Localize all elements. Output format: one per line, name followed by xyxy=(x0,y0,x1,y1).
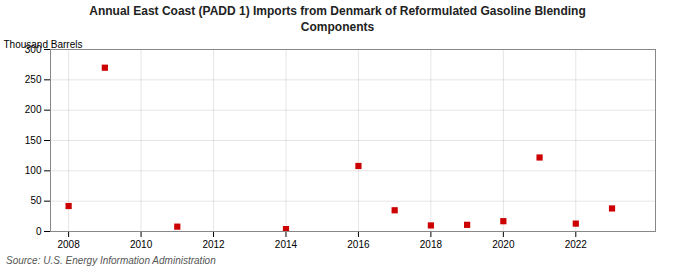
svg-text:2016: 2016 xyxy=(347,239,370,250)
svg-text:100: 100 xyxy=(25,165,42,176)
svg-text:2022: 2022 xyxy=(565,239,588,250)
svg-text:2012: 2012 xyxy=(202,239,225,250)
html-text:Source: U.S. Energy Informatio: Source: U.S. Energy Information Administ… xyxy=(6,255,216,267)
svg-text:150: 150 xyxy=(25,135,42,146)
svg-text:2014: 2014 xyxy=(275,239,298,250)
html-text:Annual East Coast (PADD 1) Imp: Annual East Coast (PADD 1) Imports from … xyxy=(89,4,586,34)
svg-text:250: 250 xyxy=(25,74,42,85)
svg-text:2010: 2010 xyxy=(130,239,153,250)
svg-text:Thousand Barrels: Thousand Barrels xyxy=(4,39,83,50)
svg-text:0: 0 xyxy=(36,226,42,237)
svg-text:2008: 2008 xyxy=(57,239,80,250)
svg-text:2020: 2020 xyxy=(492,239,515,250)
svg-text:50: 50 xyxy=(30,196,42,207)
svg-text:2018: 2018 xyxy=(420,239,443,250)
svg-text:200: 200 xyxy=(25,105,42,116)
